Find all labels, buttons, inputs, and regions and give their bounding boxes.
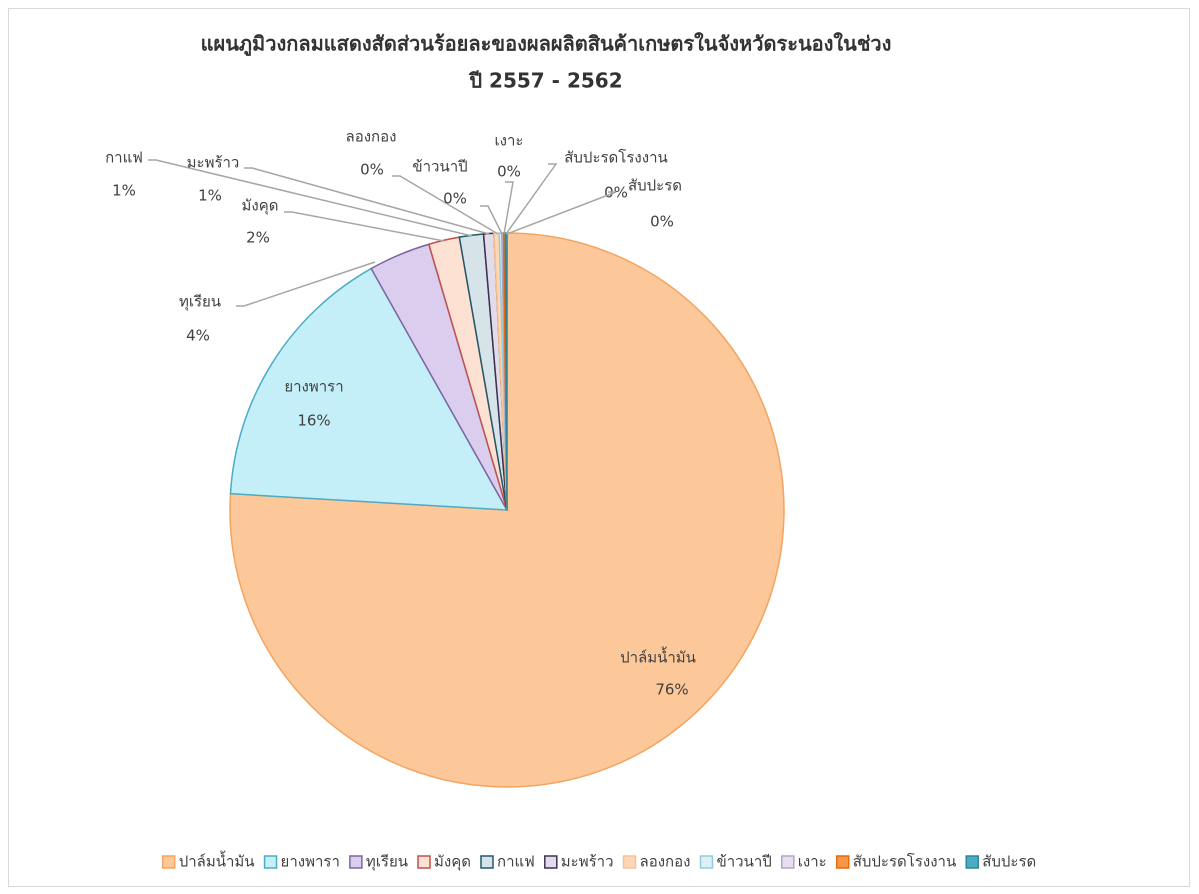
leader-line <box>392 175 499 235</box>
data-label-name: กาแฟ <box>105 149 143 167</box>
legend-swatch <box>544 855 558 869</box>
legend-swatch <box>263 855 278 869</box>
legend-swatch <box>699 855 714 869</box>
data-label-value: 0% <box>360 161 384 179</box>
data-label-value: 1% <box>112 182 136 200</box>
legend-swatch <box>349 855 363 869</box>
data-label-name: ยางพารา <box>284 378 343 396</box>
legend-label: ข้าวนาปี <box>716 853 771 871</box>
pie-slice <box>229 232 785 788</box>
data-label-value: 1% <box>198 187 222 205</box>
leader-line <box>505 163 558 235</box>
data-label-name: สับปะรดโรงงาน <box>564 149 668 167</box>
legend-label: ปาล์มน้ำมัน <box>179 851 255 871</box>
legend-label: มะพร้าว <box>561 853 614 871</box>
legend-label: ลองกอง <box>640 853 691 871</box>
data-label-name: มะพร้าว <box>187 154 240 172</box>
data-label-value: 0% <box>443 190 467 208</box>
data-label-value: 16% <box>297 412 330 430</box>
data-label-value: 76% <box>655 681 688 699</box>
data-label-value: 0% <box>497 163 521 181</box>
legend-swatch <box>965 855 979 869</box>
legend-swatch <box>417 855 431 869</box>
data-label-name: สับปะรด <box>628 177 682 195</box>
legend-swatch <box>781 855 795 869</box>
legend-swatch <box>480 855 494 869</box>
data-label-value: 2% <box>246 229 270 247</box>
leader-line <box>236 261 376 307</box>
legend-label: ทุเรียน <box>366 853 408 872</box>
legend-label: ยางพารา <box>281 853 340 871</box>
legend-label: มังคุด <box>434 853 471 872</box>
legend-swatch <box>161 855 176 869</box>
data-label-name: ข้าวนาปี <box>412 158 467 176</box>
data-label-name: มังคุด <box>242 197 279 216</box>
data-label-name: ลองกอง <box>346 128 397 146</box>
legend: ปาล์มน้ำมัน ยางพารา ทุเรียน มังคุด กาแฟ มะพร้… <box>161 851 1036 872</box>
legend-swatch <box>622 855 637 869</box>
chart-title: แผนภูมิวงกลมแสดงสัดส่วนร้อยละของผลผลิตสิ… <box>201 32 892 58</box>
legend-label: เงาะ <box>798 853 827 871</box>
leader-line <box>503 181 514 235</box>
pie-slice <box>229 267 509 511</box>
data-label-value: 4% <box>186 327 210 345</box>
data-label-value: 0% <box>650 213 674 231</box>
legend-label: สับปะรด <box>982 853 1036 871</box>
data-label-name: เงาะ <box>495 132 524 150</box>
legend-label: กาแฟ <box>497 853 535 871</box>
leader-line <box>244 167 490 235</box>
data-label-name: ปาล์มน้ำมัน <box>620 647 696 667</box>
legend-swatch <box>835 855 850 869</box>
chart-subtitle: ปี 2557 - 2562 <box>468 69 622 93</box>
legend-label: สับปะรดโรงงาน <box>853 853 957 871</box>
leader-line <box>480 205 503 235</box>
data-label-name: ทุเรียน <box>179 293 221 312</box>
leader-line <box>148 159 473 237</box>
leader-line <box>506 191 617 235</box>
leader-line <box>284 211 445 242</box>
